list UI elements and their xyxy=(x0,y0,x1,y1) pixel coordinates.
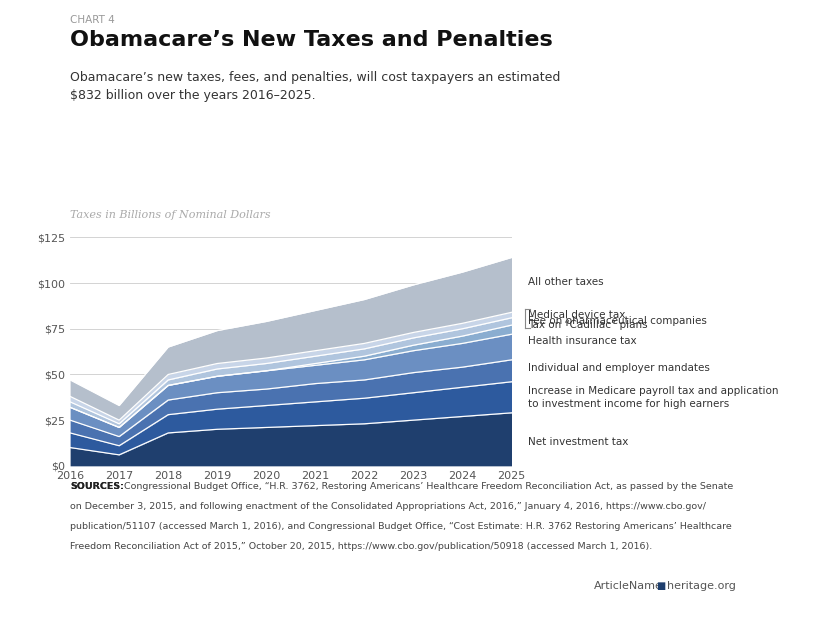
Text: ArticleName: ArticleName xyxy=(594,581,662,591)
Text: Health insurance tax: Health insurance tax xyxy=(528,336,637,346)
Text: CHART 4: CHART 4 xyxy=(70,15,115,25)
Text: Taxes in Billions of Nominal Dollars: Taxes in Billions of Nominal Dollars xyxy=(70,210,271,220)
Text: Obamacare’s new taxes, fees, and penalties, will cost taxpayers an estimated
$83: Obamacare’s new taxes, fees, and penalti… xyxy=(70,71,560,102)
Text: Congressional Budget Office, “H.R. 3762, Restoring Americans’ Healthcare Freedom: Congressional Budget Office, “H.R. 3762,… xyxy=(121,482,733,492)
Text: Individual and employer mandates: Individual and employer mandates xyxy=(528,363,710,373)
Text: SOURCES:: SOURCES: xyxy=(70,482,124,492)
Text: Net investment tax: Net investment tax xyxy=(528,437,629,447)
Text: on December 3, 2015, and following enactment of the Consolidated Appropriations : on December 3, 2015, and following enact… xyxy=(70,502,706,511)
Text: Increase in Medicare payroll tax and application
to investment income for high e: Increase in Medicare payroll tax and app… xyxy=(528,386,779,408)
Text: Obamacare’s New Taxes and Penalties: Obamacare’s New Taxes and Penalties xyxy=(70,30,553,49)
Text: All other taxes: All other taxes xyxy=(528,277,604,287)
Text: SOURCES: Congressional Budget Office, “H.R. 3762, Restoring Americans’ Healthcar: SOURCES: Congressional Budget Office, “H… xyxy=(70,482,825,492)
Text: ■: ■ xyxy=(656,581,665,591)
Text: Tax on “Cadillac” plans: Tax on “Cadillac” plans xyxy=(528,320,648,329)
Text: Medical device tax: Medical device tax xyxy=(528,310,625,320)
Text: heritage.org: heritage.org xyxy=(667,581,735,591)
Text: Freedom Reconciliation Act of 2015,” October 20, 2015, https://www.cbo.gov/publi: Freedom Reconciliation Act of 2015,” Oct… xyxy=(70,542,653,551)
Text: SOURCES:: SOURCES: xyxy=(70,482,124,492)
Text: publication/51107 (accessed March 1, 2016), and Congressional Budget Office, “Co: publication/51107 (accessed March 1, 201… xyxy=(70,522,732,531)
Text: Fee on pharmaceutical companies: Fee on pharmaceutical companies xyxy=(528,317,707,326)
